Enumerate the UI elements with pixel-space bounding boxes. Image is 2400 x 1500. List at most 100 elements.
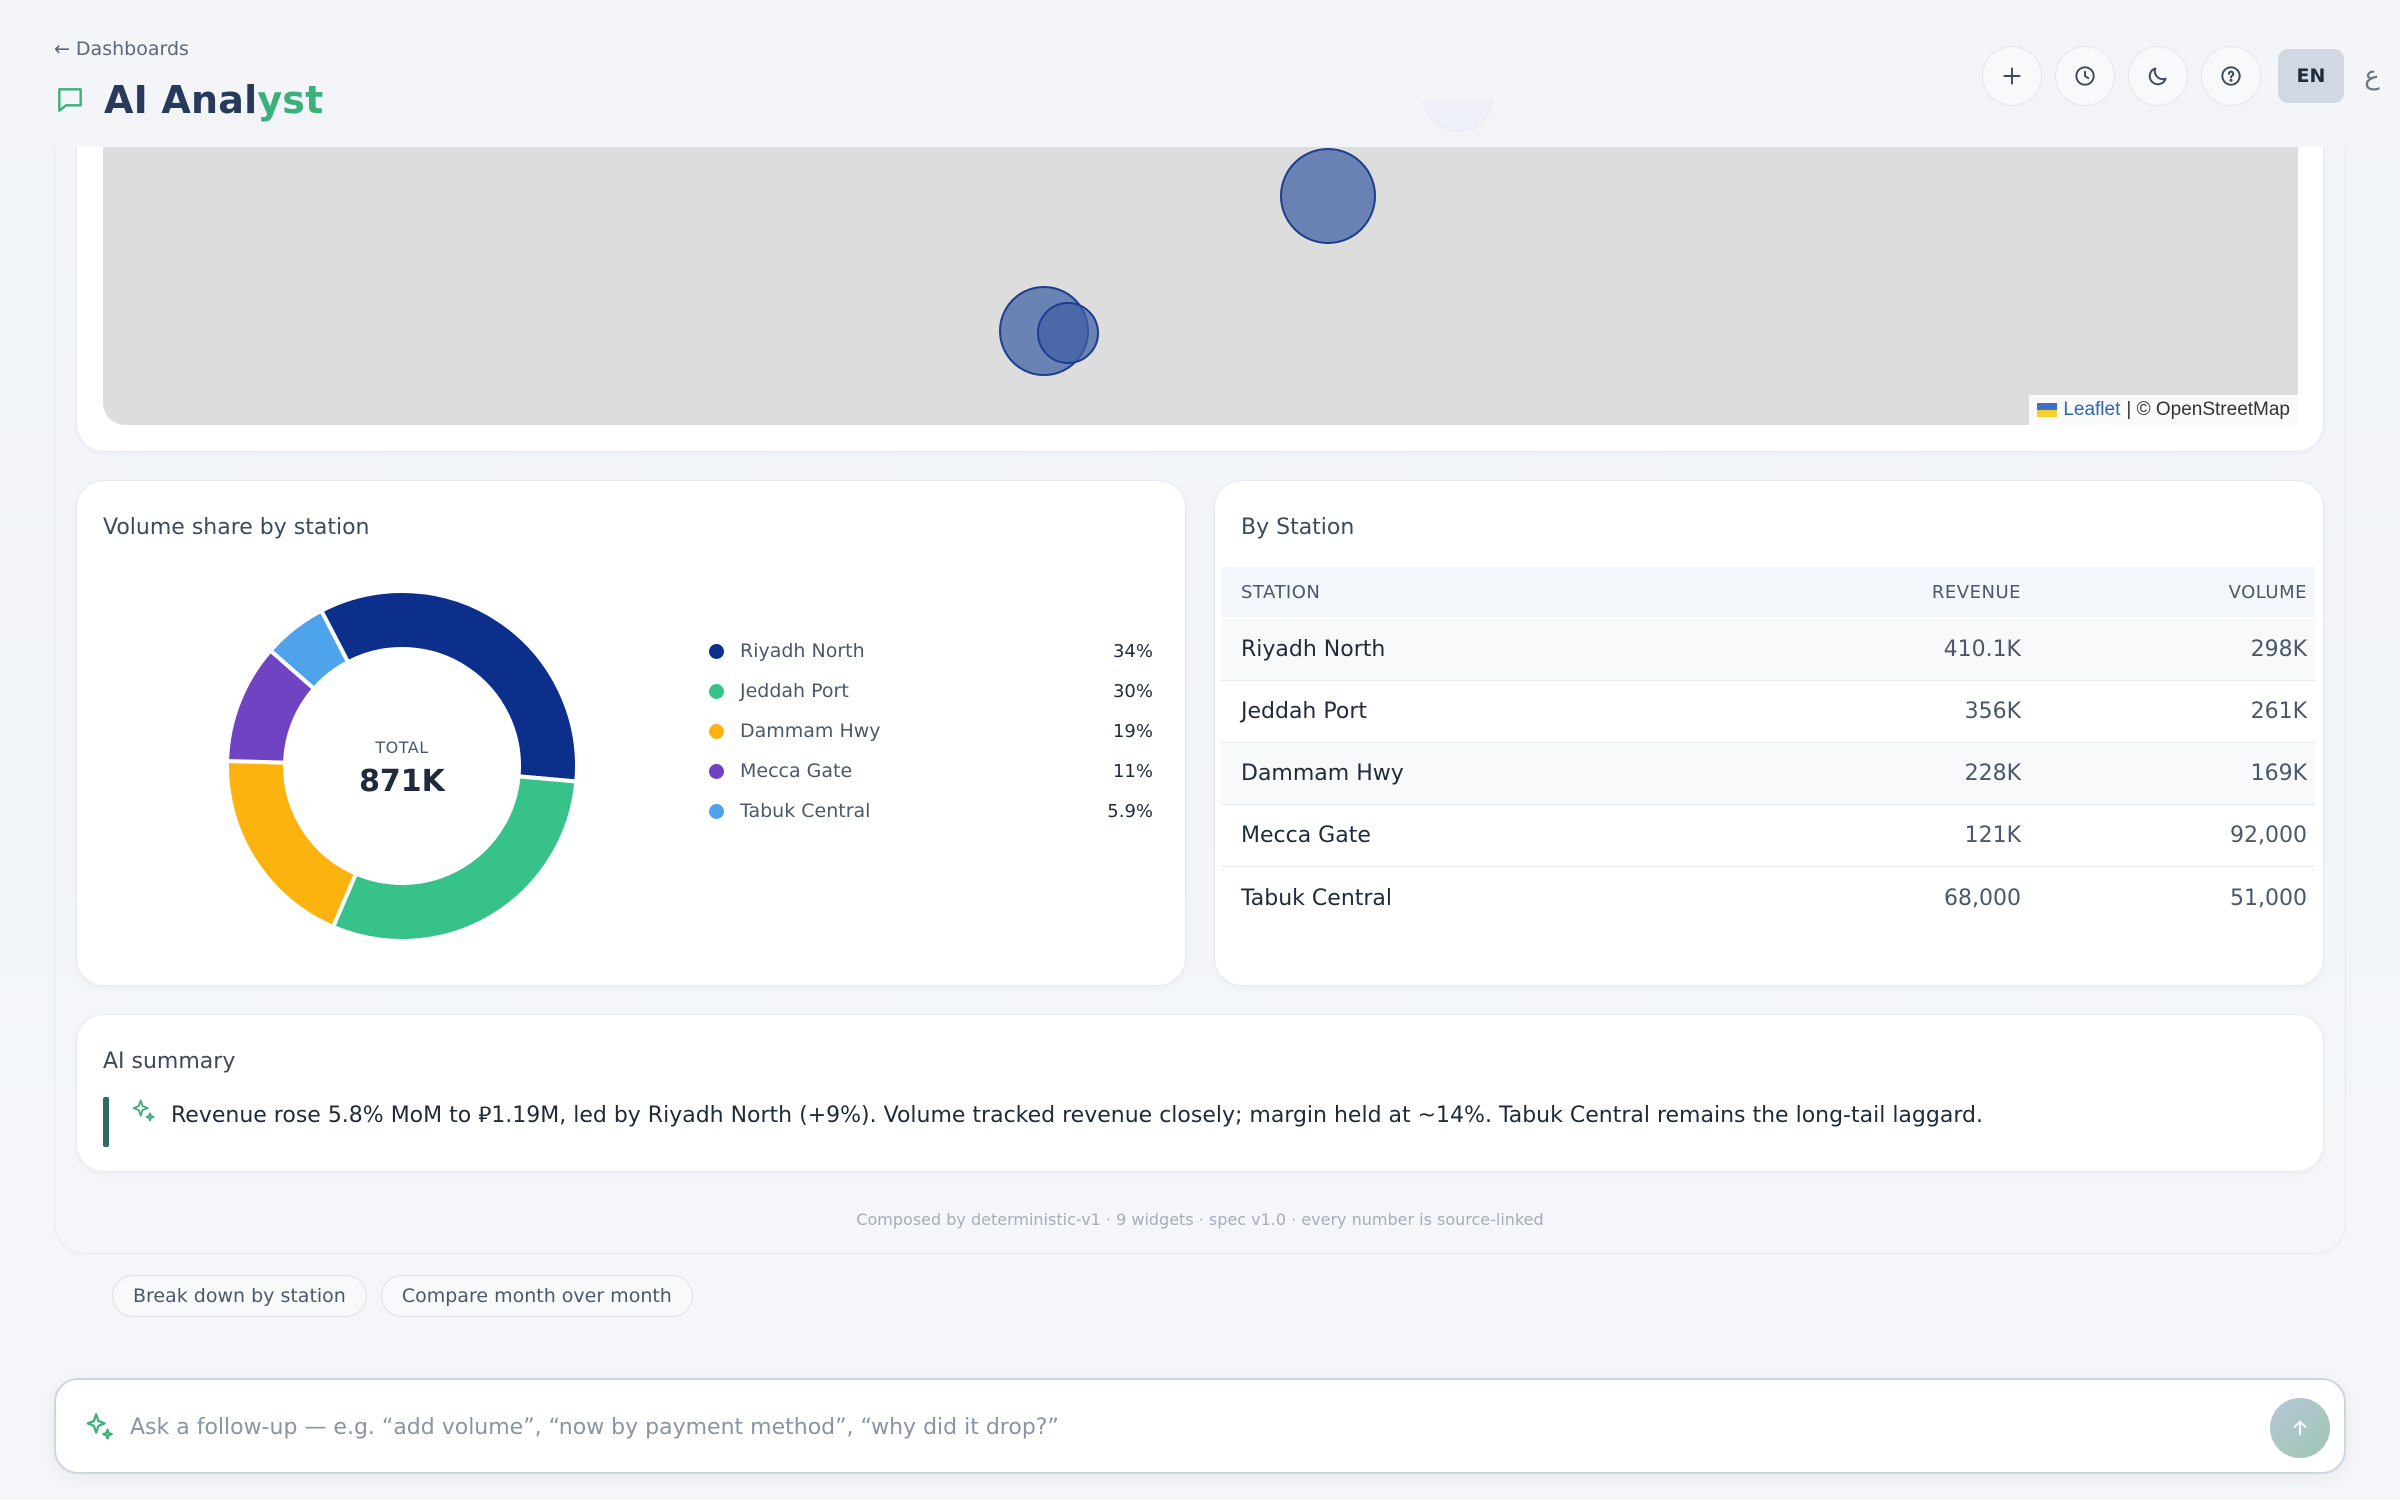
back-link-label: Dashboards xyxy=(75,38,189,60)
header-actions: EN ع xyxy=(1982,46,2400,106)
language-en-button[interactable]: EN xyxy=(2278,49,2344,103)
donut-total-value: 871K xyxy=(359,764,447,799)
legend-label: Dammam Hwy xyxy=(740,720,881,742)
station-map[interactable]: Leaflet | © OpenStreetMap xyxy=(103,100,2298,425)
map-bubble[interactable] xyxy=(1037,302,1099,364)
cell-volume: 169K xyxy=(2250,761,2307,786)
volume-share-card: Volume share by station TOTAL 871K Riyad… xyxy=(76,480,1186,986)
col-station[interactable]: STATION xyxy=(1241,581,1321,603)
legend-swatch xyxy=(709,723,724,739)
sparkle-icon xyxy=(129,1097,157,1125)
legend-value: 11% xyxy=(1112,760,1153,782)
cell-station: Tabuk Central xyxy=(1241,885,1393,911)
help-icon xyxy=(2221,66,2241,86)
table-row[interactable]: Riyadh North 410.1K 298K xyxy=(1221,619,2315,681)
legend-label: Mecca Gate xyxy=(740,760,853,782)
cell-revenue: 228K xyxy=(1964,761,2021,786)
legend-value: 19% xyxy=(1112,720,1153,742)
legend-value: 34% xyxy=(1112,640,1153,662)
ai-summary-text: Revenue rose 5.8% MoM to ⃁1.19M, led by … xyxy=(171,1103,1983,1128)
page-title: AI Analyst xyxy=(104,78,323,122)
suggestion-chip-compare[interactable]: Compare month over month xyxy=(380,1275,693,1317)
cell-station: Dammam Hwy xyxy=(1241,761,1404,786)
follow-up-input[interactable] xyxy=(130,1404,2210,1450)
arrow-left-icon: ← xyxy=(54,38,70,60)
page-title-part1: AI Anal xyxy=(104,78,258,122)
plus-icon xyxy=(2003,67,2021,85)
by-station-card: By Station STATION REVENUE VOLUME Riyadh… xyxy=(1214,480,2324,986)
suggestion-chip-break-down[interactable]: Break down by station xyxy=(112,1275,367,1317)
summary-accent-bar xyxy=(103,1097,109,1147)
map-card: Leaflet | © OpenStreetMap xyxy=(76,100,2324,452)
cell-station: Riyadh North xyxy=(1241,637,1386,662)
table-header: STATION REVENUE VOLUME xyxy=(1221,567,2315,617)
legend-swatch xyxy=(709,803,724,819)
page-title-row: AI Analyst xyxy=(54,78,323,122)
follow-up-input-bar xyxy=(54,1378,2346,1474)
sparkle-icon xyxy=(82,1410,116,1444)
legend-value: 30% xyxy=(1112,680,1153,702)
by-station-title: By Station xyxy=(1241,515,1355,540)
cell-volume: 92,000 xyxy=(2230,823,2307,848)
donut-total-label: TOTAL xyxy=(374,738,428,757)
table-body: Riyadh North 410.1K 298K Jeddah Port 356… xyxy=(1221,619,2315,929)
cell-revenue: 356K xyxy=(1964,699,2021,724)
arrow-up-icon xyxy=(2293,1420,2307,1436)
ai-summary-title: AI summary xyxy=(103,1049,236,1074)
dark-mode-button[interactable] xyxy=(2128,46,2188,106)
map-bubble[interactable] xyxy=(1280,148,1376,244)
cell-volume: 298K xyxy=(2250,637,2307,662)
ai-summary-card: AI summary Revenue rose 5.8% MoM to ⃁1.1… xyxy=(76,1014,2324,1172)
donut-chart: TOTAL 871K xyxy=(225,589,579,943)
legend-item[interactable]: Dammam Hwy 19% xyxy=(709,711,1153,751)
history-button[interactable] xyxy=(2055,46,2115,106)
osm-attribution: | © OpenStreetMap xyxy=(2126,399,2290,420)
col-volume[interactable]: VOLUME xyxy=(2228,581,2307,603)
cell-station: Mecca Gate xyxy=(1241,823,1371,848)
legend-swatch xyxy=(709,643,724,659)
map-attribution: Leaflet | © OpenStreetMap xyxy=(2029,395,2298,425)
table-row[interactable]: Jeddah Port 356K 261K xyxy=(1221,681,2315,743)
legend-swatch xyxy=(709,683,724,699)
dashboard-panel xyxy=(54,100,2346,1254)
cell-volume: 51,000 xyxy=(2230,885,2307,911)
app-header: ← Dashboards AI Analyst EN ع xyxy=(0,0,2400,147)
legend-value: 5.9% xyxy=(1107,800,1153,822)
language-ar-button[interactable]: ع xyxy=(2364,61,2380,91)
page-title-part2: yst xyxy=(257,78,324,122)
legend-item[interactable]: Jeddah Port 30% xyxy=(709,671,1153,711)
legend-item[interactable]: Tabuk Central 5.9% xyxy=(709,791,1153,831)
cell-revenue: 410.1K xyxy=(1943,637,2021,662)
cell-revenue: 68,000 xyxy=(1944,885,2021,911)
composition-note: Composed by deterministic-v1 · 9 widgets… xyxy=(856,1210,1544,1229)
send-button[interactable] xyxy=(2270,1398,2330,1458)
legend-label: Tabuk Central xyxy=(740,800,871,822)
leaflet-link[interactable]: Leaflet xyxy=(2063,399,2121,420)
cell-revenue: 121K xyxy=(1964,823,2021,848)
donut-slice-dammam-hwy[interactable] xyxy=(225,758,359,930)
legend-label: Jeddah Port xyxy=(740,680,849,702)
help-button[interactable] xyxy=(2201,46,2261,106)
table-row[interactable]: Dammam Hwy 228K 169K xyxy=(1221,743,2315,805)
col-revenue[interactable]: REVENUE xyxy=(1931,581,2021,603)
chat-bubble-icon xyxy=(54,84,86,116)
new-chat-button[interactable] xyxy=(1982,46,2042,106)
donut-legend: Riyadh North 34% Jeddah Port 30% Dammam Hwy 1… xyxy=(709,631,1153,831)
cell-volume: 261K xyxy=(2250,699,2307,724)
ukraine-flag-icon xyxy=(2037,403,2058,417)
volume-share-title: Volume share by station xyxy=(103,515,370,540)
legend-swatch xyxy=(709,763,724,779)
history-clock-icon xyxy=(2075,66,2095,86)
legend-label: Riyadh North xyxy=(740,640,865,662)
moon-icon xyxy=(2148,67,2167,86)
legend-item[interactable]: Mecca Gate 11% xyxy=(709,751,1153,791)
back-to-dashboards-link[interactable]: ← Dashboards xyxy=(54,38,189,60)
table-row[interactable]: Mecca Gate 121K 92,000 xyxy=(1221,805,2315,867)
suggestion-chips: Break down by station Compare month over… xyxy=(112,1275,693,1317)
donut-slice-riyadh-north[interactable] xyxy=(318,589,579,784)
legend-item[interactable]: Riyadh North 34% xyxy=(709,631,1153,671)
donut-slice-tabuk-central[interactable] xyxy=(267,608,351,692)
cell-station: Jeddah Port xyxy=(1241,699,1367,724)
donut-slice-jeddah-port[interactable] xyxy=(330,774,579,943)
table-row[interactable]: Tabuk Central 68,000 51,000 xyxy=(1221,867,2315,929)
